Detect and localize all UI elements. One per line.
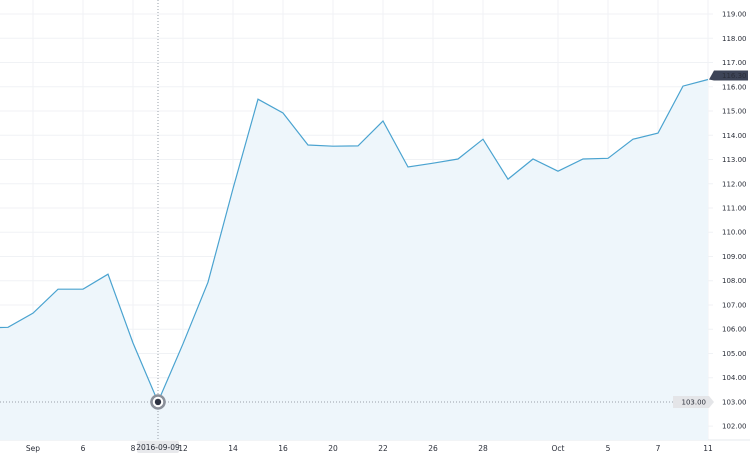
price-line	[0, 78, 709, 404]
y-tick-label: 105.00	[722, 350, 747, 358]
y-tick-label: 107.00	[722, 301, 747, 309]
crosshair-marker-dot	[154, 398, 162, 406]
y-tick-label: 113.00	[722, 156, 747, 164]
y-tick-label: 111.00	[722, 205, 747, 213]
x-tick-label: 14	[228, 444, 238, 453]
x-tick-label: 12	[178, 444, 188, 453]
y-tick-label: 114.00	[722, 132, 747, 140]
crosshair-date-label: 2016-09-09	[136, 443, 180, 452]
x-tick-label: 5	[606, 444, 611, 453]
x-tick-label: 6	[81, 444, 86, 453]
price-area-fill	[0, 79, 708, 440]
y-tick-label: 118.00	[722, 35, 747, 43]
y-tick-label: 115.00	[722, 108, 747, 116]
crosshair-price-label-bg	[673, 395, 714, 408]
y-tick-label: 102.00	[722, 423, 747, 431]
y-tick-label: 119.00	[722, 11, 747, 19]
x-tick-label: 26	[428, 444, 438, 453]
x-tick-label: 11	[703, 444, 713, 453]
x-tick-label: 22	[378, 444, 388, 453]
x-tick-label: 16	[278, 444, 288, 453]
y-tick-label: 117.00	[722, 59, 747, 67]
y-tick-label: 106.00	[722, 326, 747, 334]
y-tick-label: 110.00	[722, 229, 747, 237]
last-price-tag-bg	[709, 70, 748, 81]
x-tick-label: Oct	[552, 444, 565, 453]
crosshair-date-label-bg	[137, 441, 179, 453]
x-tick-label: 7	[656, 444, 661, 453]
crosshair: 2016-09-09 103.00	[0, 0, 714, 453]
x-tick-label: 28	[478, 444, 488, 453]
x-axis: Sep 6 8 12 14 16 20 22 26 28 Oct 5 7 11	[26, 444, 713, 453]
y-tick-label: 108.00	[722, 277, 747, 285]
y-tick-label: 103.00	[722, 398, 747, 406]
x-tick-label: Sep	[26, 444, 40, 453]
y-tick-label: 116.00	[722, 83, 747, 91]
x-tick-label: 20	[328, 444, 338, 453]
x-tick-label: 8	[131, 444, 136, 453]
x-axis-background	[0, 440, 750, 458]
y-tick-label: 104.00	[722, 374, 747, 382]
y-axis[interactable]: 102.00 103.00 104.00 105.00 106.00 107.00 108.…	[722, 11, 747, 431]
last-price-tag: 116.30	[709, 70, 748, 81]
crosshair-price-label: 103.00	[682, 398, 707, 406]
y-tick-label: 112.00	[722, 180, 747, 188]
last-price-label: 116.30	[722, 72, 747, 80]
y-tick-label: 109.00	[722, 253, 747, 261]
